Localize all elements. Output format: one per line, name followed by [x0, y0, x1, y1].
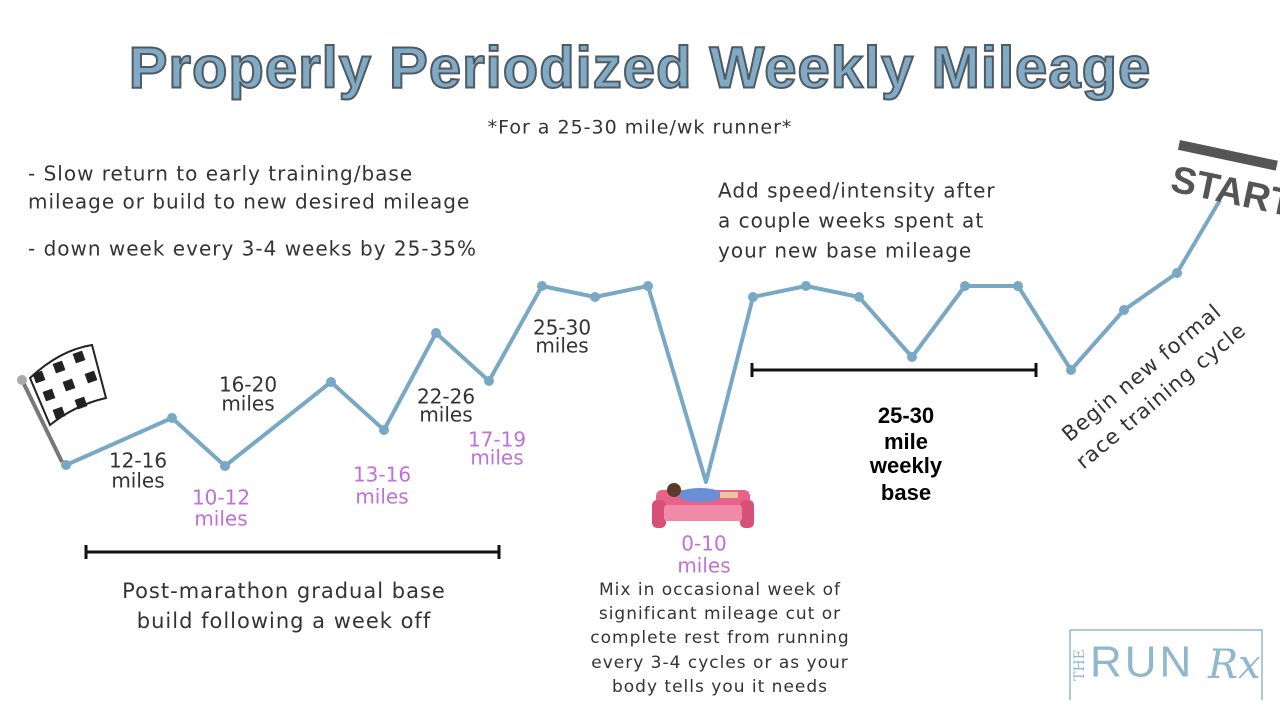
- trough-label: miles: [677, 554, 730, 578]
- note-line: - down week every 3-4 weeks by 25-35%: [28, 237, 477, 261]
- base-bar: [750, 363, 1038, 377]
- logo-run: RUN: [1090, 638, 1194, 687]
- note-line: Add speed/intensity after: [718, 179, 996, 203]
- phase-caption: build following a week off: [137, 609, 431, 633]
- trough-label: miles: [355, 485, 408, 509]
- peak-label: 25-30: [533, 316, 591, 340]
- note-line: - Slow return to early training/base: [28, 162, 413, 186]
- trough-label: 13-16: [353, 463, 411, 487]
- note-line: a couple weeks spent at: [718, 209, 984, 233]
- rest-caption: complete rest from running: [590, 628, 849, 648]
- base-label: mile: [884, 429, 928, 454]
- note-line: your new base mileage: [718, 239, 972, 263]
- note-line: mileage or build to new desired mileage: [28, 190, 470, 214]
- logo-the: THE: [1072, 649, 1088, 681]
- start-text: START: [1167, 159, 1280, 226]
- logo-rx: Rx: [1207, 642, 1261, 688]
- couch: [652, 483, 754, 528]
- points: [61, 268, 1182, 471]
- rest-caption: Mix in occasional week of: [599, 580, 841, 600]
- peak-label: miles: [111, 469, 164, 493]
- base-label: weekly: [869, 453, 943, 478]
- rest-caption: body tells you it needs: [612, 677, 828, 697]
- peak-label: miles: [535, 334, 588, 358]
- peak-label: miles: [419, 403, 472, 427]
- subtitle: *For a 25-30 mile/wk runner*: [488, 117, 793, 139]
- base-label: base: [881, 480, 931, 505]
- peak-label: 22-26: [417, 385, 475, 409]
- logo: THE RUN Rx: [1069, 629, 1263, 700]
- mileage-line: [65, 198, 1222, 484]
- trough-label: 17-19: [468, 428, 526, 452]
- trough-label: miles: [194, 507, 247, 531]
- rest-caption: every 3-4 cycles or as your: [591, 653, 849, 673]
- phase-bar: [84, 545, 501, 559]
- peak-label: 16-20: [219, 373, 277, 397]
- trough-label: miles: [470, 446, 523, 470]
- peak-label: 12-16: [109, 449, 167, 473]
- start-sign: START: [1167, 140, 1280, 225]
- checkered-flag: [17, 343, 108, 463]
- cycle-caption: Begin new formal race training cycle: [1057, 299, 1250, 473]
- peak-label: miles: [221, 392, 274, 416]
- phase-caption: Post-marathon gradual base: [122, 579, 446, 603]
- trough-label: 10-12: [192, 486, 250, 510]
- base-label: 25-30: [878, 403, 934, 428]
- trough-label: 0-10: [681, 532, 726, 556]
- title: Properly Periodized Weekly Mileage: [129, 35, 1152, 100]
- rest-caption: significant mileage cut or: [599, 604, 841, 624]
